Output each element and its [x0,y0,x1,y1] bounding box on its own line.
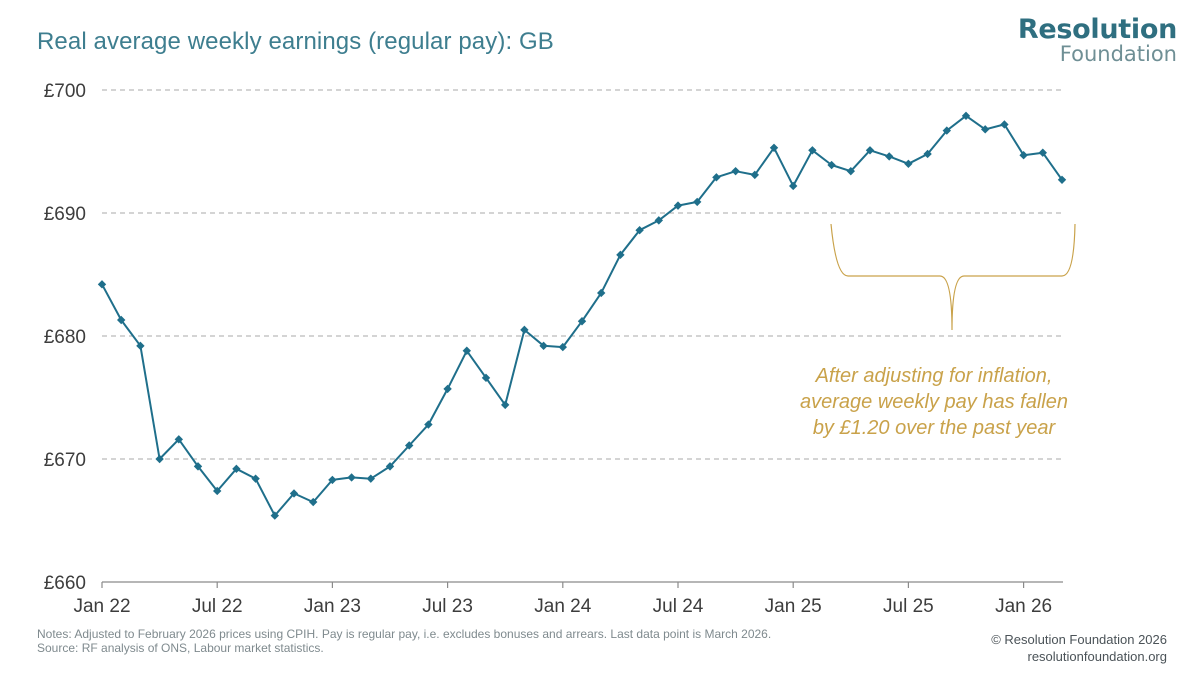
x-tick-label: Jul 22 [192,596,243,617]
data-point-marker [1057,175,1067,184]
data-point-marker [1000,120,1009,129]
y-axis-tick-labels: £660 £670 £680 £690 £700 [44,81,86,594]
data-point-marker [1019,150,1028,160]
y-tick-label: £670 [44,450,86,471]
data-point-marker [136,341,145,351]
data-point-marker [808,146,817,155]
series-line [101,114,1063,517]
source-text: Source: RF analysis of ONS, Labour marke… [37,641,324,655]
data-point-marker [520,325,529,335]
y-tick-label: £660 [44,573,86,594]
series-earnings [97,111,1067,520]
annotation: After adjusting for inflation, average w… [800,223,1076,439]
logo-line-resolution: Resolution [1017,14,1177,45]
x-tick-label: Jul 24 [653,596,704,617]
data-point-marker [981,125,990,134]
resolution-foundation-logo: Resolution Foundation [1018,16,1177,65]
data-point-marker [193,462,203,471]
data-point-marker [289,489,299,498]
y-tick-label: £690 [44,204,86,225]
data-point-marker [597,288,606,298]
data-point-marker [731,166,740,176]
data-point-marker [942,126,951,135]
data-point-marker [769,143,779,153]
data-point-marker [1038,148,1047,157]
data-point-marker [481,373,491,383]
data-point-marker [539,341,548,351]
annotation-brace [830,223,1076,331]
data-point-marker [673,201,683,210]
data-point-marker [693,197,702,207]
x-axis: Jan 22 Jul 22 Jan 23 Jul 23 Jan 24 Jul 24 Jan … [73,581,1063,617]
gridlines [102,89,1063,460]
data-point-marker [270,511,279,520]
x-tick-label: Jan 25 [765,596,822,617]
data-point-marker [827,160,836,170]
copyright-text: © Resolution Foundation 2026 [991,632,1167,647]
data-point-marker [750,170,759,180]
data-point-marker [712,173,721,182]
data-point-marker [462,346,471,355]
data-point-marker [366,474,375,483]
x-tick-label: Jan 26 [995,596,1052,617]
data-point-marker [232,464,241,474]
x-tick-label: Jan 24 [534,596,591,617]
data-point-marker [443,384,452,394]
credits: © Resolution Foundation 2026 resolutionf… [991,631,1167,665]
data-point-marker [885,152,894,161]
data-point-marker [577,317,587,326]
data-point-marker [213,486,222,496]
data-point-marker [328,475,337,485]
x-tick-label: Jan 23 [304,596,361,617]
data-point-marker [97,280,107,289]
y-tick-label: £680 [44,327,86,348]
data-point-marker [309,497,318,507]
data-point-marker [251,474,260,483]
notes-text: Notes: Adjusted to February 2026 prices … [37,627,772,641]
y-tick-label: £700 [44,81,86,102]
data-point-marker [424,420,433,429]
data-point-marker [405,441,414,450]
data-point-marker [846,166,855,176]
data-point-marker [923,149,932,159]
chart-title: Real average weekly earnings (regular pa… [37,28,554,55]
annotation-line-2: average weekly pay has fallen [800,391,1068,413]
data-point-marker [789,181,798,191]
data-point-marker [904,159,913,168]
data-point-marker [616,250,625,260]
data-point-marker [501,400,510,410]
data-point-marker [654,216,663,225]
data-point-marker [635,226,644,235]
x-tick-label: Jul 23 [422,596,473,617]
logo-line-foundation: Foundation [1059,42,1177,66]
data-point-marker [155,454,164,464]
data-point-marker [174,435,183,444]
data-point-marker [961,111,971,121]
chart-notes: Notes: Adjusted to February 2026 prices … [37,627,771,655]
x-tick-label: Jan 22 [73,596,130,617]
data-point-marker [558,342,567,352]
annotation-line-3: by £1.20 over the past year [813,417,1057,439]
x-tick-label: Jul 25 [883,596,934,617]
data-point-marker [347,473,356,482]
annotation-line-1: After adjusting for inflation, [815,365,1053,387]
data-point-marker [865,146,875,155]
website-text: resolutionfoundation.org [1027,649,1168,664]
data-point-marker [385,462,395,471]
data-point-marker [117,315,126,325]
